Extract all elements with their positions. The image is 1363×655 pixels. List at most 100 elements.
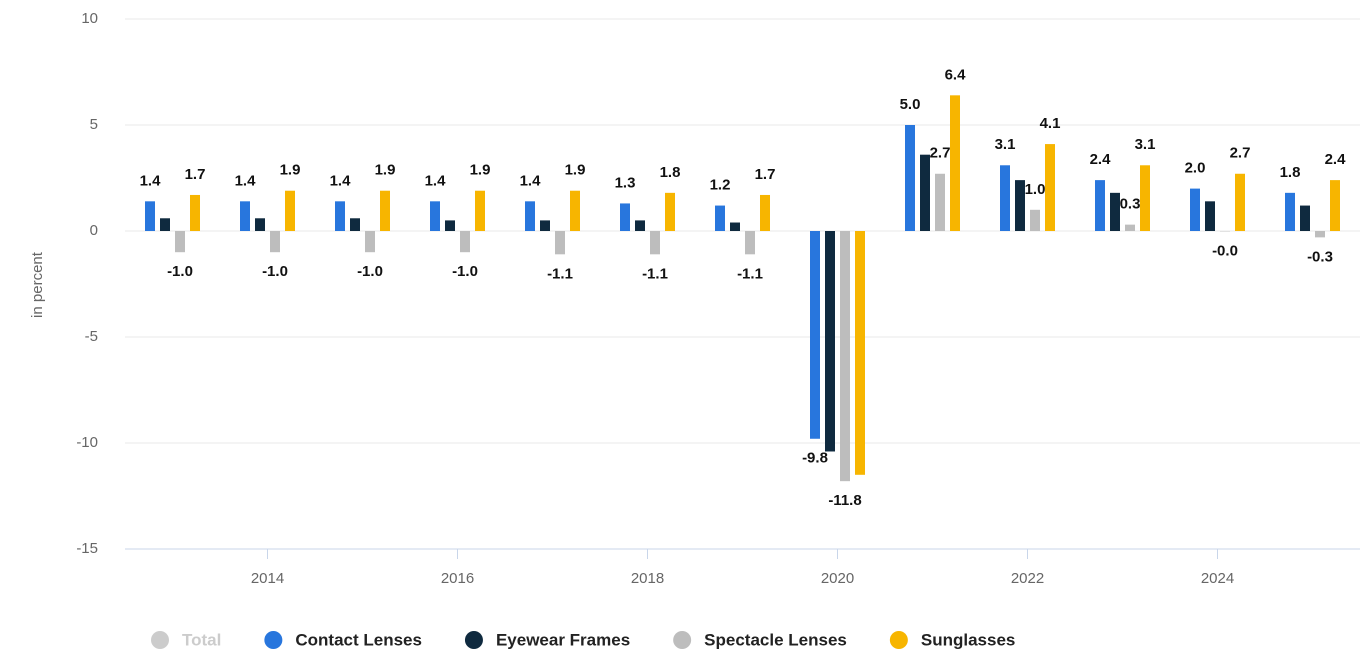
data-label: -1.1 [547, 265, 573, 282]
bar [1285, 192, 1295, 231]
data-label: -1.0 [452, 263, 478, 280]
data-label: 2.7 [930, 145, 951, 162]
legend-label[interactable]: Contact Lenses [295, 630, 422, 649]
bar [905, 125, 915, 231]
bar [1125, 224, 1135, 231]
legend-marker [464, 631, 483, 649]
bar [1000, 165, 1010, 231]
y-axis-label: in percent [29, 251, 46, 318]
data-label: 2.0 [1185, 160, 1206, 177]
bar [635, 220, 645, 231]
data-label: -0.0 [1212, 242, 1238, 259]
data-label: 5.0 [900, 96, 921, 113]
data-label: -9.8 [802, 450, 828, 467]
bar [1140, 165, 1150, 231]
bar [825, 231, 835, 452]
bar [145, 201, 155, 231]
data-label: 3.1 [1135, 136, 1156, 153]
bar [475, 190, 485, 231]
bar [175, 231, 185, 253]
y-tick-label: -10 [76, 434, 98, 451]
bar [445, 220, 455, 231]
data-label: 1.9 [565, 162, 586, 179]
bar [840, 231, 850, 482]
bar [665, 192, 675, 231]
bar [335, 201, 345, 231]
data-label: 1.4 [425, 172, 447, 189]
bar [855, 231, 865, 475]
bar [730, 222, 740, 231]
bar [935, 173, 945, 231]
data-label: -1.0 [262, 263, 288, 280]
bar [555, 231, 565, 255]
bar [430, 201, 440, 231]
x-tick-label: 2016 [441, 570, 474, 587]
bar [1045, 144, 1055, 231]
y-tick-label: 10 [81, 10, 98, 27]
data-label: 1.9 [470, 162, 491, 179]
legend-label[interactable]: Spectacle Lenses [704, 630, 847, 649]
bar [1110, 192, 1120, 231]
data-label: 1.4 [235, 172, 257, 189]
data-label: 1.9 [375, 162, 396, 179]
legend-marker [151, 631, 169, 649]
legend-marker [673, 631, 692, 649]
data-label: 4.1 [1040, 115, 1061, 132]
bar [1300, 205, 1310, 231]
bar [380, 190, 390, 231]
data-label: -0.3 [1307, 248, 1333, 265]
bar [365, 231, 375, 253]
bar [620, 203, 630, 231]
x-tick-label: 2014 [251, 570, 284, 587]
bar [540, 220, 550, 231]
bar [1095, 180, 1105, 231]
data-label: 2.7 [1230, 145, 1251, 162]
y-tick-label: 5 [90, 116, 98, 133]
x-tick-label: 2020 [821, 570, 854, 587]
data-label: 1.4 [520, 172, 542, 189]
data-label: 2.4 [1090, 151, 1112, 168]
legend-marker [889, 631, 908, 649]
data-label: 1.8 [1280, 164, 1301, 181]
bar [1030, 209, 1040, 231]
legend-marker [264, 631, 283, 649]
bar [1330, 180, 1340, 231]
bar [160, 218, 170, 231]
data-label: 3.1 [995, 136, 1016, 153]
data-label: 1.3 [615, 174, 636, 191]
bar [570, 190, 580, 231]
data-label: -1.1 [642, 265, 668, 282]
bar [460, 231, 470, 253]
data-label: 1.4 [140, 172, 162, 189]
data-label: 2.4 [1325, 151, 1347, 168]
y-tick-label: 0 [90, 222, 98, 239]
legend-label[interactable]: Sunglasses [921, 630, 1016, 649]
y-tick-label: -15 [76, 540, 98, 557]
data-label: 6.4 [945, 66, 967, 83]
data-label: 1.4 [330, 172, 352, 189]
bar [650, 231, 660, 255]
data-label: 1.2 [710, 177, 731, 194]
bar [255, 218, 265, 231]
data-label: -11.8 [828, 492, 861, 509]
data-label: 1.7 [185, 166, 206, 183]
bar [350, 218, 360, 231]
bar [190, 194, 200, 231]
x-tick-label: 2022 [1011, 570, 1044, 587]
y-tick-label: -5 [85, 328, 98, 345]
data-label: -1.0 [357, 263, 383, 280]
bar [715, 205, 725, 231]
bar [1015, 180, 1025, 231]
data-label: 0.3 [1120, 196, 1141, 213]
legend-label[interactable]: Eyewear Frames [496, 630, 630, 649]
bar [525, 201, 535, 231]
legend-label[interactable]: Total [182, 630, 221, 649]
bar [760, 194, 770, 231]
bar [1205, 201, 1215, 231]
bar [1190, 188, 1200, 231]
bar [240, 201, 250, 231]
bar [1235, 173, 1245, 231]
x-tick-label: 2018 [631, 570, 664, 587]
data-label: 1.0 [1025, 181, 1046, 198]
